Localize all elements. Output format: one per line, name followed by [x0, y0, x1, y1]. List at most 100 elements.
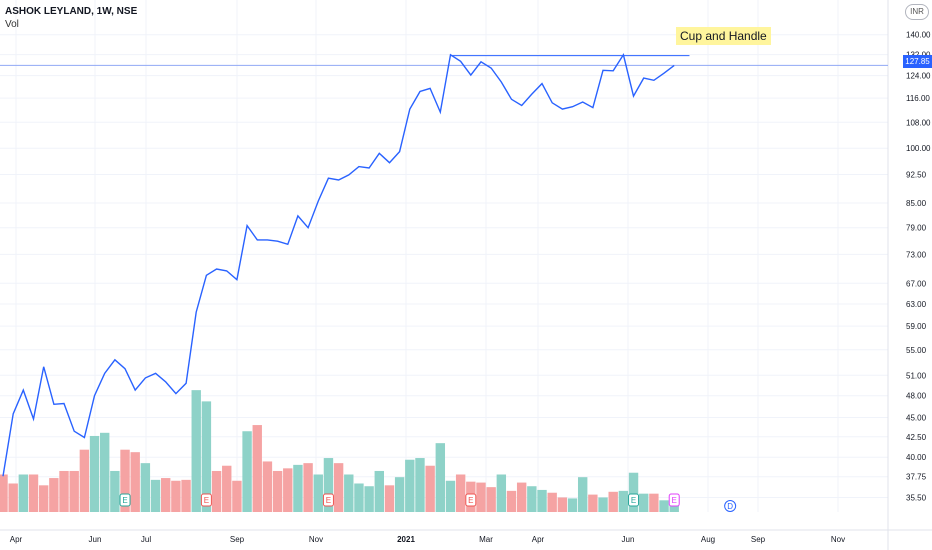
- pattern-annotation[interactable]: Cup and Handle: [676, 27, 771, 45]
- volume-bar: [313, 474, 323, 512]
- volume-bar: [608, 491, 618, 512]
- volume-bar: [272, 470, 283, 512]
- volume-bar: [374, 470, 384, 512]
- volume-bar: [577, 477, 588, 512]
- symbol-title[interactable]: ASHOK LEYLAND, 1W, NSE: [5, 6, 138, 17]
- x-tick-label: Apr: [532, 535, 545, 544]
- volume-bars: [0, 390, 679, 512]
- x-tick-label: Jun: [89, 535, 102, 544]
- y-tick-label: 108.00: [906, 118, 931, 127]
- dividend-marker-circle: [724, 500, 737, 512]
- y-tick-label: 48.00: [906, 392, 927, 401]
- earnings-marker-box: [668, 493, 680, 507]
- earnings-marker-box: [119, 493, 131, 507]
- y-tick-label: 55.00: [906, 346, 927, 355]
- volume-bar: [120, 449, 130, 512]
- price-axis[interactable]: 140.00132.00124.00116.00108.00100.0092.5…: [906, 31, 931, 503]
- volume-bar: [49, 478, 59, 512]
- earnings-marker: E: [119, 493, 131, 507]
- volume-bar: [405, 459, 415, 512]
- x-tick-label: Sep: [230, 535, 245, 544]
- y-tick-label: 42.50: [906, 433, 927, 442]
- volume-bar: [293, 464, 303, 512]
- x-tick-label: Jun: [622, 535, 635, 544]
- volume-bar: [28, 474, 39, 512]
- y-tick-label: 100.00: [906, 144, 931, 153]
- y-tick-label: 116.00: [906, 94, 930, 103]
- volume-bar: [527, 486, 537, 512]
- volume-bar: [222, 465, 232, 512]
- x-tick-label: Aug: [701, 535, 715, 544]
- volume-bar: [506, 490, 517, 512]
- volume-bar: [100, 432, 110, 512]
- volume-bar: [303, 463, 313, 512]
- earnings-marker-box: [628, 493, 640, 507]
- volume-bar: [476, 482, 486, 512]
- volume-bar: [496, 474, 507, 512]
- volume-bar: [171, 480, 181, 512]
- y-tick-label: 67.00: [906, 279, 927, 288]
- price-series-line: [2, 53, 675, 477]
- volume-bar: [557, 497, 568, 512]
- volume-bar: [0, 474, 8, 512]
- volume-bar: [455, 474, 466, 512]
- volume-bar: [323, 458, 334, 512]
- volume-bar: [435, 443, 446, 512]
- volume-bar: [384, 485, 395, 512]
- volume-bar: [252, 425, 262, 512]
- chart-legend: ASHOK LEYLAND, 1W, NSE Vol: [5, 5, 137, 31]
- volume-bar: [130, 452, 140, 512]
- volume-bar: [211, 470, 222, 512]
- volume-bar: [354, 483, 364, 512]
- volume-bar: [659, 500, 669, 512]
- price-line: [2, 53, 675, 477]
- y-tick-label: 73.00: [906, 250, 927, 259]
- event-markers: E E E E E ED: [119, 493, 737, 512]
- y-tick-label: 37.75: [906, 473, 927, 482]
- volume-bar: [38, 485, 49, 512]
- y-tick-label: 124.00: [906, 72, 931, 81]
- y-tick-label: 35.50: [906, 493, 927, 502]
- volume-bar: [639, 493, 649, 512]
- earnings-marker-letter: E: [631, 496, 636, 505]
- volume-bar: [618, 490, 629, 512]
- volume-bar: [344, 474, 354, 512]
- volume-indicator-label[interactable]: Vol: [5, 19, 19, 30]
- volume-bar: [140, 463, 151, 512]
- x-tick-label: Mar: [479, 535, 493, 544]
- dividend-marker: D: [724, 500, 737, 512]
- y-tick-label: 45.00: [906, 413, 927, 422]
- earnings-marker: E: [668, 493, 680, 507]
- earnings-marker-letter: E: [122, 496, 127, 505]
- y-tick-label: 85.00: [906, 199, 927, 208]
- volume-bar: [516, 482, 527, 512]
- volume-bar: [394, 477, 405, 512]
- earnings-marker: E: [465, 493, 477, 507]
- horizontal-lines: [0, 55, 888, 66]
- volume-bar: [283, 468, 293, 512]
- currency-badge[interactable]: INR: [905, 4, 929, 20]
- volume-bar: [445, 480, 456, 512]
- volume-bar: [191, 390, 201, 512]
- volume-bar: [649, 493, 659, 512]
- time-axis[interactable]: Apr Jun Jul Sep Nov 2021 Mar Apr Jun Aug Sep Nov: [10, 535, 845, 544]
- y-tick-label: 51.00: [906, 371, 927, 380]
- volume-bar: [150, 479, 161, 512]
- x-tick-label: Jul: [141, 535, 151, 544]
- volume-bar: [333, 463, 344, 512]
- earnings-marker-box: [200, 493, 212, 507]
- volume-bar: [181, 479, 191, 512]
- last-price-label: 127.85: [903, 55, 932, 68]
- y-tick-label: 79.00: [906, 224, 927, 233]
- y-tick-label: 92.50: [906, 170, 927, 179]
- x-tick-label: Apr: [10, 535, 23, 544]
- y-tick-label: 59.00: [906, 322, 927, 331]
- x-tick-label: Nov: [831, 535, 845, 544]
- volume-bar: [425, 465, 435, 512]
- volume-bar: [415, 458, 425, 512]
- dividend-marker-letter: D: [727, 502, 733, 511]
- volume-bar: [567, 498, 578, 512]
- volume-bar: [69, 470, 79, 512]
- volume-bar: [232, 480, 242, 512]
